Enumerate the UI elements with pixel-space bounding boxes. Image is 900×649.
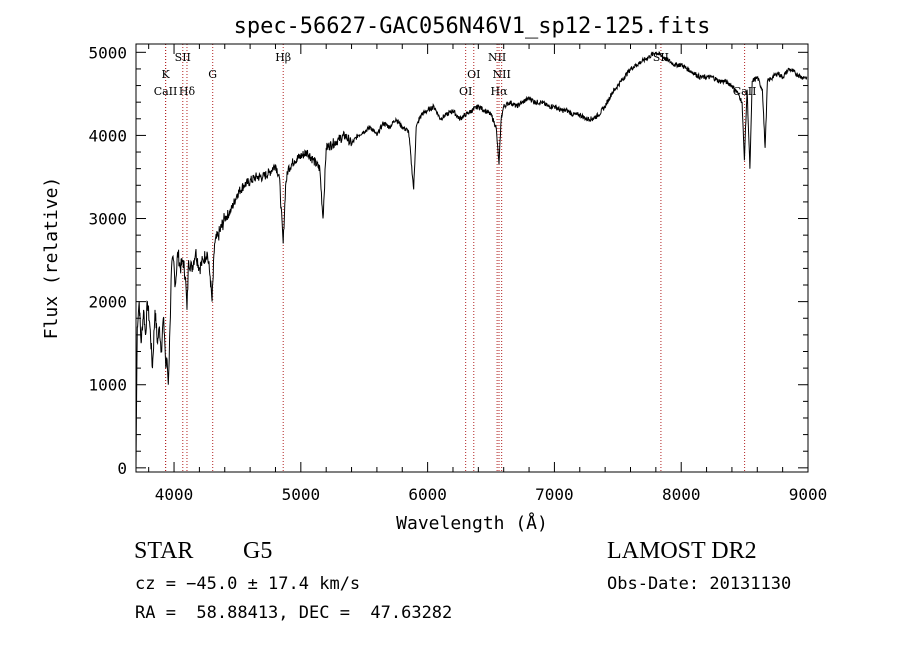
y-tick-label-3: 3000 (88, 210, 127, 229)
y-tick-label-2: 2000 (88, 293, 127, 312)
object-subclass: G5 (243, 538, 273, 564)
y-tick-label-0: 0 (117, 459, 127, 478)
marker-label-2: SII (175, 51, 191, 64)
object-type: STAR (134, 538, 194, 564)
x-tick-label-3: 7000 (535, 485, 574, 504)
spectrum-line (135, 50, 808, 468)
spectrum-series (135, 50, 808, 468)
chart-title: spec-56627-GAC056N46V1_sp12-125.fits (234, 14, 711, 39)
marker-label-3: Hδ (179, 85, 196, 98)
survey-name: LAMOST DR2 (607, 538, 757, 564)
x-tick-label-4: 8000 (662, 485, 701, 504)
y-axis-label: Flux (relative) (41, 177, 62, 340)
marker-label-9: Hα (490, 85, 508, 98)
marker-label-1: K (162, 68, 171, 81)
y-axis: 0 1000 2000 3000 4000 5000 (88, 43, 808, 478)
marker-label-5: Hβ (275, 51, 291, 64)
y-tick-label-4: 4000 (88, 126, 127, 145)
observation-date: Obs-Date: 20131130 (607, 574, 792, 594)
x-axis: 4000 5000 6000 7000 8000 9000 (148, 44, 828, 504)
marker-label-8: NII (488, 51, 506, 64)
x-tick-label-2: 6000 (408, 485, 447, 504)
marker-label-7: OI (467, 68, 480, 81)
x-tick-label-0: 4000 (155, 485, 194, 504)
marker-label-4: G (208, 68, 217, 81)
marker-label-6: OI (459, 85, 472, 98)
marker-label-10: NII (493, 68, 511, 81)
x-axis-label: Wavelength (Å) (396, 512, 548, 534)
redshift-value: cz = −45.0 ± 17.4 km/s (135, 574, 361, 594)
y-tick-label-5: 5000 (88, 43, 127, 62)
plot-frame (135, 43, 809, 473)
y-tick-label-1: 1000 (88, 376, 127, 395)
x-tick-label-1: 5000 (282, 485, 321, 504)
marker-label-0: CaII (154, 85, 178, 98)
coordinates: RA = 58.88413, DEC = 47.63282 (135, 603, 453, 623)
x-tick-label-5: 9000 (789, 485, 828, 504)
